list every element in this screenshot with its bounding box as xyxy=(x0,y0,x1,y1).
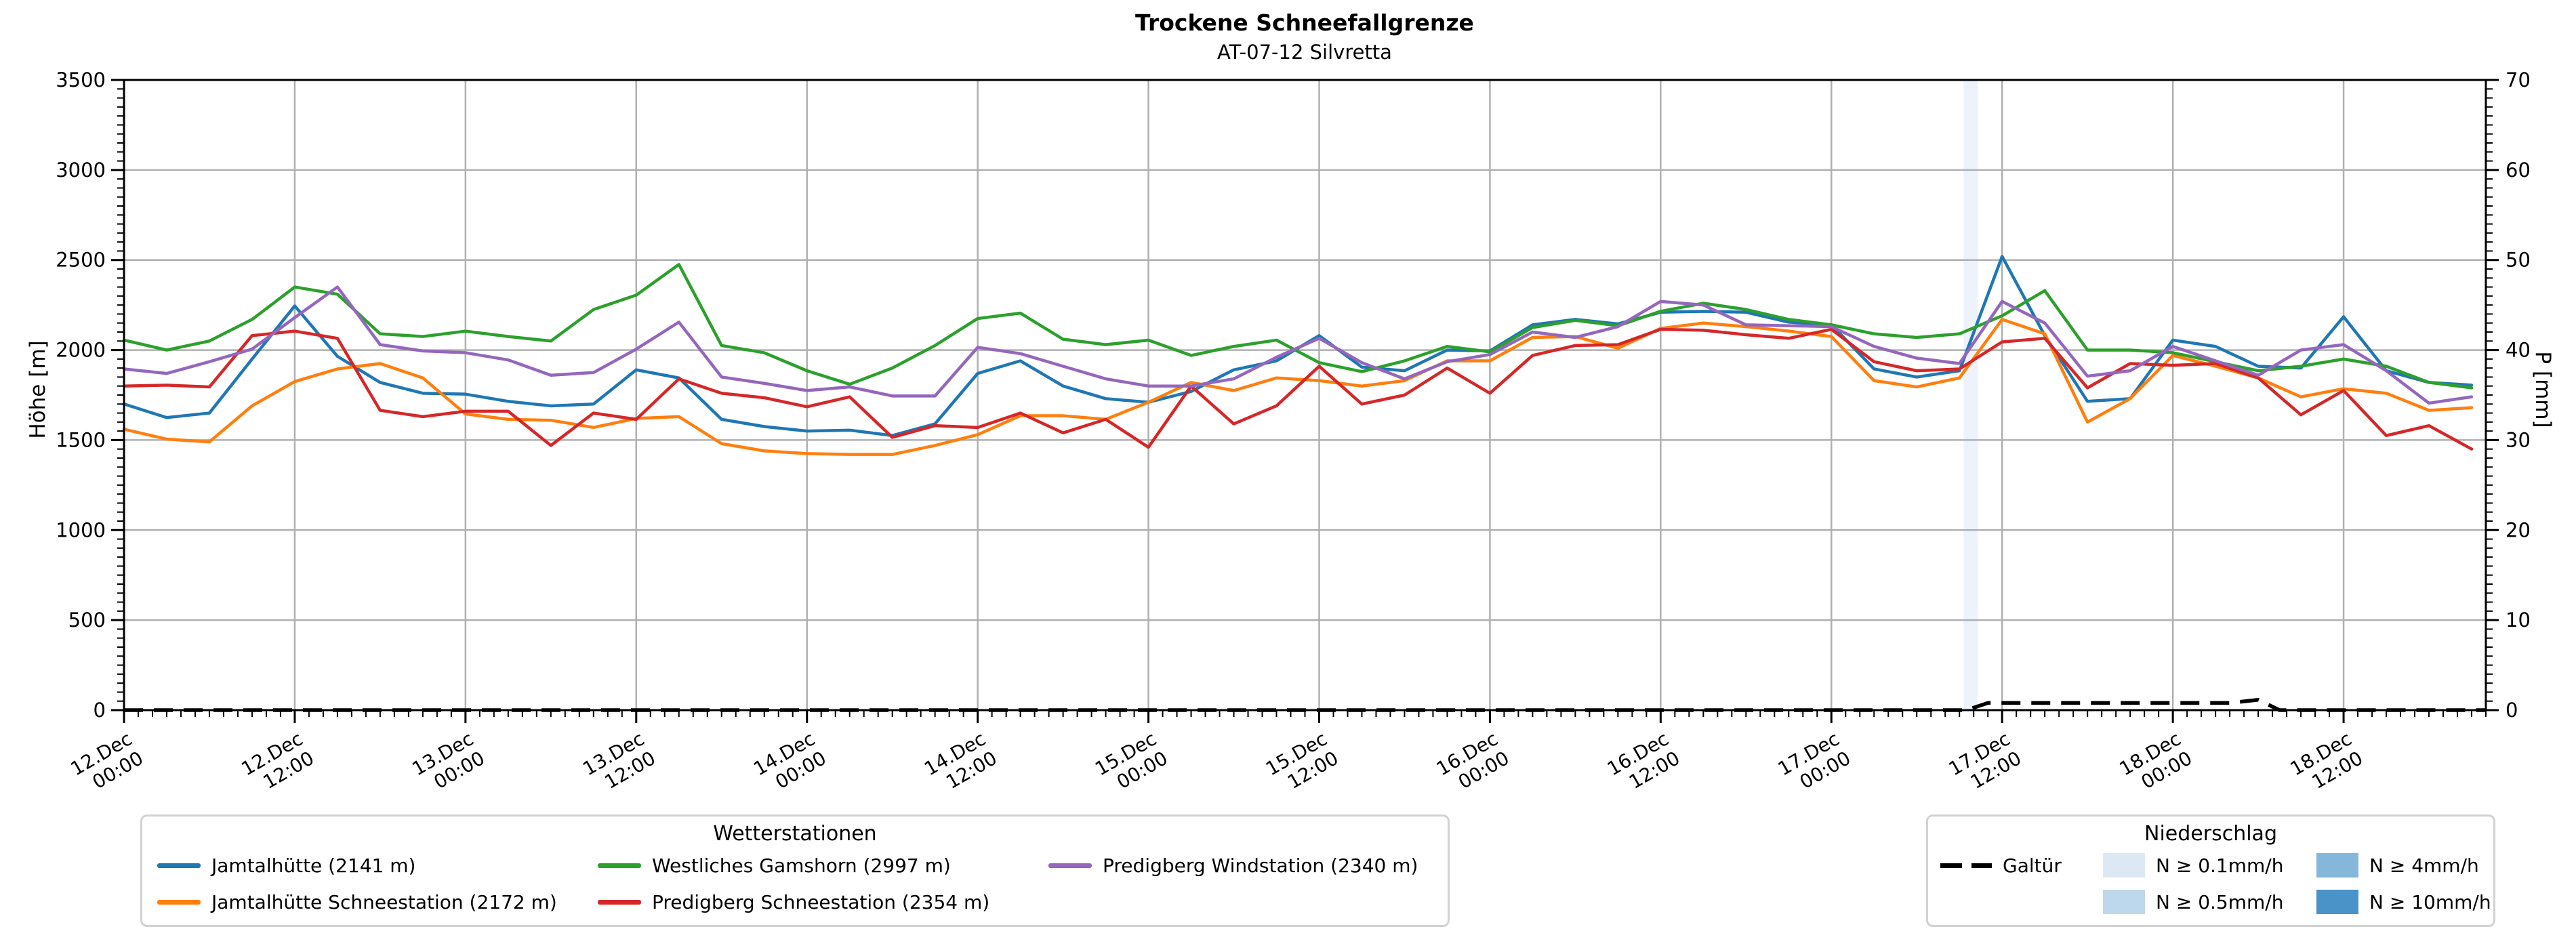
legend-label: N ≥ 10mm/h xyxy=(2369,890,2491,913)
legend-item-station: Jamtalhütte Schneestation (2172 m) xyxy=(157,888,557,915)
series-line xyxy=(122,285,2474,405)
line-color-swatch-icon xyxy=(598,863,641,868)
legend-item-precip: N ≥ 10mm/h xyxy=(2316,888,2491,915)
svg-text:1500: 1500 xyxy=(56,428,106,451)
y-axis-label-left: Höhe [m] xyxy=(26,340,50,439)
legend-item-galtur: Galtür xyxy=(1940,852,2062,879)
svg-text:14.Dec00:00: 14.Dec00:00 xyxy=(750,727,830,800)
legend-label: N ≥ 0.5mm/h xyxy=(2156,890,2284,913)
series-line xyxy=(122,327,2474,451)
legend-item-station: Westliches Gamshorn (2997 m) xyxy=(598,852,951,879)
svg-text:18.Dec00:00: 18.Dec00:00 xyxy=(2116,727,2196,800)
legend-item-station: Predigberg Windstation (2340 m) xyxy=(1048,852,1418,879)
svg-text:50: 50 xyxy=(2506,249,2531,272)
svg-text:0: 0 xyxy=(2506,699,2518,722)
svg-text:20: 20 xyxy=(2506,518,2531,541)
svg-text:18.Dec12:00: 18.Dec12:00 xyxy=(2287,727,2367,800)
svg-text:13.Dec12:00: 13.Dec12:00 xyxy=(579,727,659,800)
svg-text:2000: 2000 xyxy=(56,339,106,362)
legend-precip: Niederschlag Galtür N ≥ 0.1mm/h N ≥ 0.5mm/… xyxy=(1926,814,2495,927)
chart-subtitle: AT-07-12 Silvretta xyxy=(1217,41,1392,64)
legend-item-precip: N ≥ 0.5mm/h xyxy=(2103,888,2283,915)
svg-text:40: 40 xyxy=(2506,339,2531,362)
svg-text:15.Dec00:00: 15.Dec00:00 xyxy=(1091,727,1171,800)
chart-title: Trockene Schneefallgrenze xyxy=(1135,9,1474,36)
line-color-swatch-icon xyxy=(157,899,201,905)
series-line xyxy=(122,263,2474,390)
axis-ticks xyxy=(111,79,2499,723)
precip-color-swatch-icon xyxy=(2316,853,2358,878)
precip-color-swatch-icon xyxy=(2316,890,2358,914)
svg-text:15.Dec12:00: 15.Dec12:00 xyxy=(1262,727,1342,800)
legend-stations: Wetterstationen Jamtalhütte (2141 m) Jamt… xyxy=(140,814,1450,927)
legend-label: Predigberg Schneestation (2354 m) xyxy=(652,890,990,913)
svg-text:30: 30 xyxy=(2506,428,2531,451)
svg-text:17.Dec12:00: 17.Dec12:00 xyxy=(1945,727,2025,800)
legend-label: Westliches Gamshorn (2997 m) xyxy=(652,854,951,877)
precip-band xyxy=(1963,80,1978,710)
svg-text:16.Dec12:00: 16.Dec12:00 xyxy=(1603,727,1683,800)
legend-item-station: Predigberg Schneestation (2354 m) xyxy=(598,888,989,915)
legend-label: Galtür xyxy=(2003,854,2062,877)
line-color-swatch-icon xyxy=(1048,863,1092,868)
grid-lines xyxy=(124,80,2486,710)
svg-text:500: 500 xyxy=(68,608,106,632)
legend-item-precip: N ≥ 4mm/h xyxy=(2316,852,2479,879)
svg-text:12.Dec12:00: 12.Dec12:00 xyxy=(237,727,317,800)
legend-stations-title: Wetterstationen xyxy=(713,822,877,846)
precip-color-swatch-icon xyxy=(2103,890,2145,914)
legend-label: Jamtalhütte (2141 m) xyxy=(211,854,416,877)
galtur-dashed-line xyxy=(124,697,2486,712)
svg-text:3500: 3500 xyxy=(56,68,106,91)
line-color-swatch-icon xyxy=(598,899,641,905)
tick-labels: 0 500 1000 1500 2000 2500 3000 3500 0 10 20 30 40 50 6… xyxy=(56,68,2531,800)
svg-text:17.Dec00:00: 17.Dec00:00 xyxy=(1774,727,1854,800)
svg-text:1000: 1000 xyxy=(56,518,106,541)
line-color-swatch-icon xyxy=(157,863,201,868)
svg-text:13.Dec00:00: 13.Dec00:00 xyxy=(408,727,488,800)
dashed-line-swatch-icon xyxy=(1940,863,1992,868)
svg-text:14.Dec12:00: 14.Dec12:00 xyxy=(920,727,1000,800)
legend-label: N ≥ 0.1mm/h xyxy=(2156,854,2284,877)
legend-label: N ≥ 4mm/h xyxy=(2369,854,2479,877)
legend-label: Predigberg Windstation (2340 m) xyxy=(1103,854,1418,877)
legend-item-precip: N ≥ 0.1mm/h xyxy=(2103,852,2283,879)
y-axis-label-right: P [mm] xyxy=(2531,351,2555,428)
svg-text:2500: 2500 xyxy=(56,249,106,272)
legend-label: Jamtalhütte Schneestation (2172 m) xyxy=(211,890,557,913)
svg-text:70: 70 xyxy=(2506,68,2531,91)
series-line xyxy=(122,318,2474,456)
svg-text:0: 0 xyxy=(94,699,106,722)
series-line xyxy=(122,255,2474,438)
legend-item-station: Jamtalhütte (2141 m) xyxy=(157,852,415,879)
legend-precip-title: Niederschlag xyxy=(2144,822,2277,846)
svg-text:16.Dec00:00: 16.Dec00:00 xyxy=(1433,727,1513,800)
svg-text:10: 10 xyxy=(2506,608,2531,632)
svg-text:60: 60 xyxy=(2506,159,2531,182)
precip-color-swatch-icon xyxy=(2103,853,2145,878)
svg-text:12.Dec00:00: 12.Dec00:00 xyxy=(67,727,147,800)
svg-text:3000: 3000 xyxy=(56,159,106,182)
